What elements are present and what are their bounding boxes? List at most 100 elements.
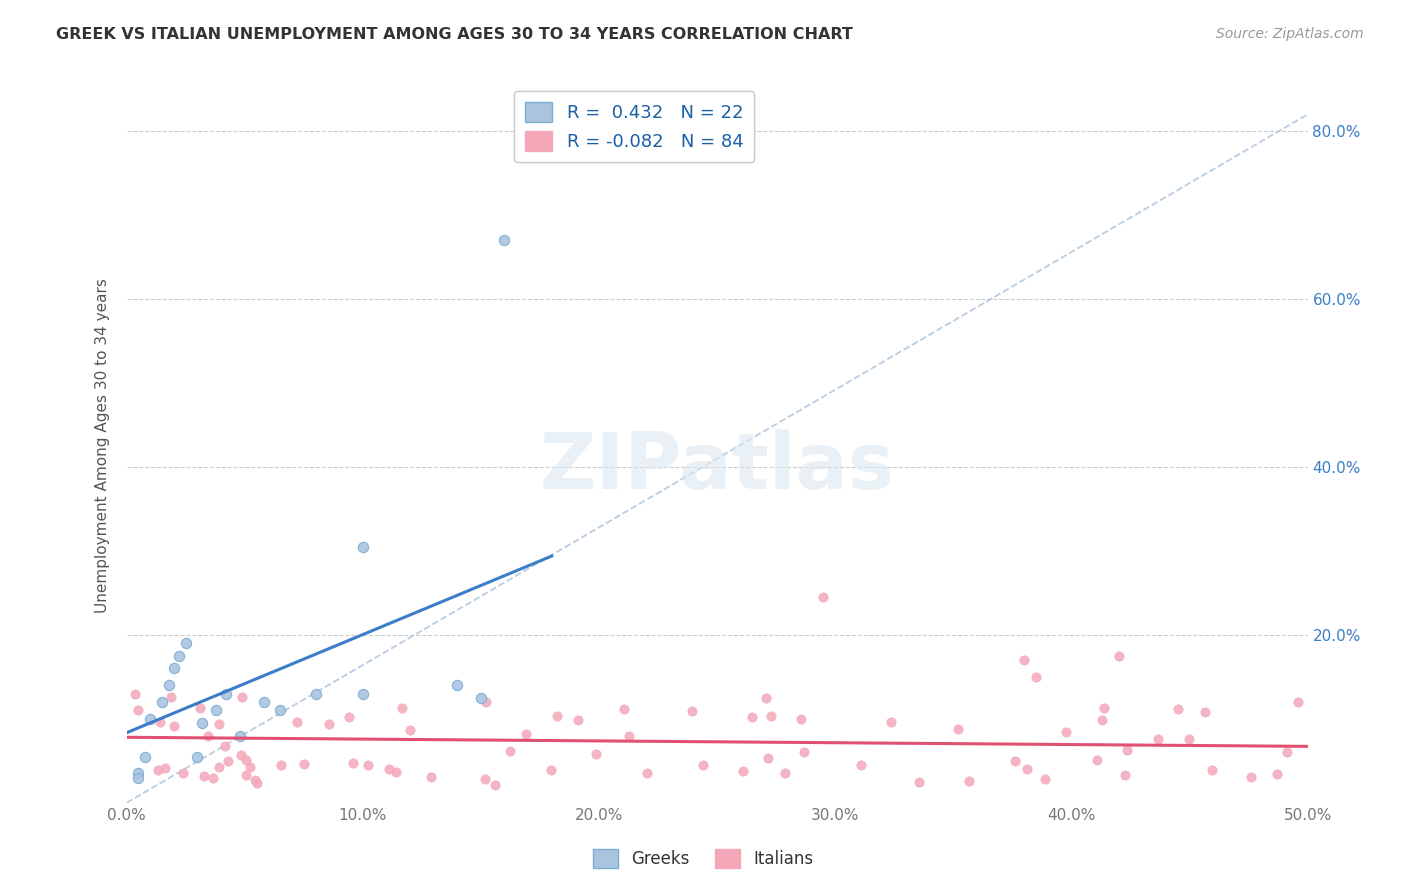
Point [540,763,562,777]
Point [162,719,184,733]
Point [191,716,214,731]
Point [755,691,778,706]
Point [731,764,754,778]
Point [758,751,780,765]
Point [1033,772,1056,787]
Point [813,590,835,604]
Point [197,729,219,743]
Point [124,687,146,701]
Point [773,766,796,780]
Point [342,756,364,770]
Point [235,753,257,767]
Point [470,690,492,705]
Point [214,739,236,753]
Point [880,714,903,729]
Point [1108,648,1130,663]
Point [157,678,180,692]
Point [163,661,186,675]
Point [741,710,763,724]
Point [475,695,498,709]
Point [957,774,980,789]
Point [1091,713,1114,727]
Point [484,778,506,792]
Point [946,722,969,736]
Point [498,744,520,758]
Point [636,765,658,780]
Point [1092,701,1115,715]
Point [167,648,190,663]
Point [1146,732,1168,747]
Point [245,772,267,787]
Point [790,713,813,727]
Point [1114,768,1136,782]
Point [292,757,315,772]
Y-axis label: Unemployment Among Ages 30 to 34 years: Unemployment Among Ages 30 to 34 years [94,278,110,614]
Point [134,749,156,764]
Point [205,703,228,717]
Point [759,709,782,723]
Point [153,761,176,775]
Point [1275,745,1298,759]
Point [446,678,468,692]
Point [546,709,568,723]
Point [1015,763,1038,777]
Point [174,636,197,650]
Point [148,763,170,777]
Point [304,687,326,701]
Point [193,769,215,783]
Point [186,749,208,764]
Point [231,690,253,704]
Point [907,775,929,789]
Point [127,766,149,780]
Point [585,747,607,761]
Point [419,770,441,784]
Point [172,765,194,780]
Point [399,723,422,737]
Point [793,745,815,759]
Legend: Greeks, Italians: Greeks, Italians [586,843,820,875]
Point [202,771,225,785]
Point [188,701,211,715]
Point [246,776,269,790]
Point [149,714,172,729]
Point [1085,753,1108,767]
Point [617,729,640,743]
Point [270,758,292,772]
Point [1201,764,1223,778]
Point [681,704,703,718]
Point [208,760,231,774]
Point [1267,767,1289,781]
Point [391,701,413,715]
Point [378,763,401,777]
Point [474,772,496,786]
Point [357,758,380,772]
Text: ZIPatlas: ZIPatlas [540,429,894,506]
Point [229,747,252,762]
Point [1167,702,1189,716]
Point [287,715,309,730]
Point [1054,725,1077,739]
Point [515,727,537,741]
Point [318,717,340,731]
Point [612,702,634,716]
Point [217,754,239,768]
Point [1004,754,1026,768]
Point [150,695,173,709]
Point [252,695,274,709]
Point [1194,705,1216,719]
Point [1025,670,1047,684]
Point [337,710,360,724]
Point [1116,743,1139,757]
Point [385,764,408,779]
Point [692,758,714,772]
Point [1286,695,1309,709]
Point [1012,653,1035,667]
Point [1240,770,1263,784]
Point [849,758,872,772]
Point [235,767,257,781]
Point [127,771,149,785]
Point [239,760,262,774]
Point [567,714,589,728]
Point [127,703,149,717]
Point [229,729,252,743]
